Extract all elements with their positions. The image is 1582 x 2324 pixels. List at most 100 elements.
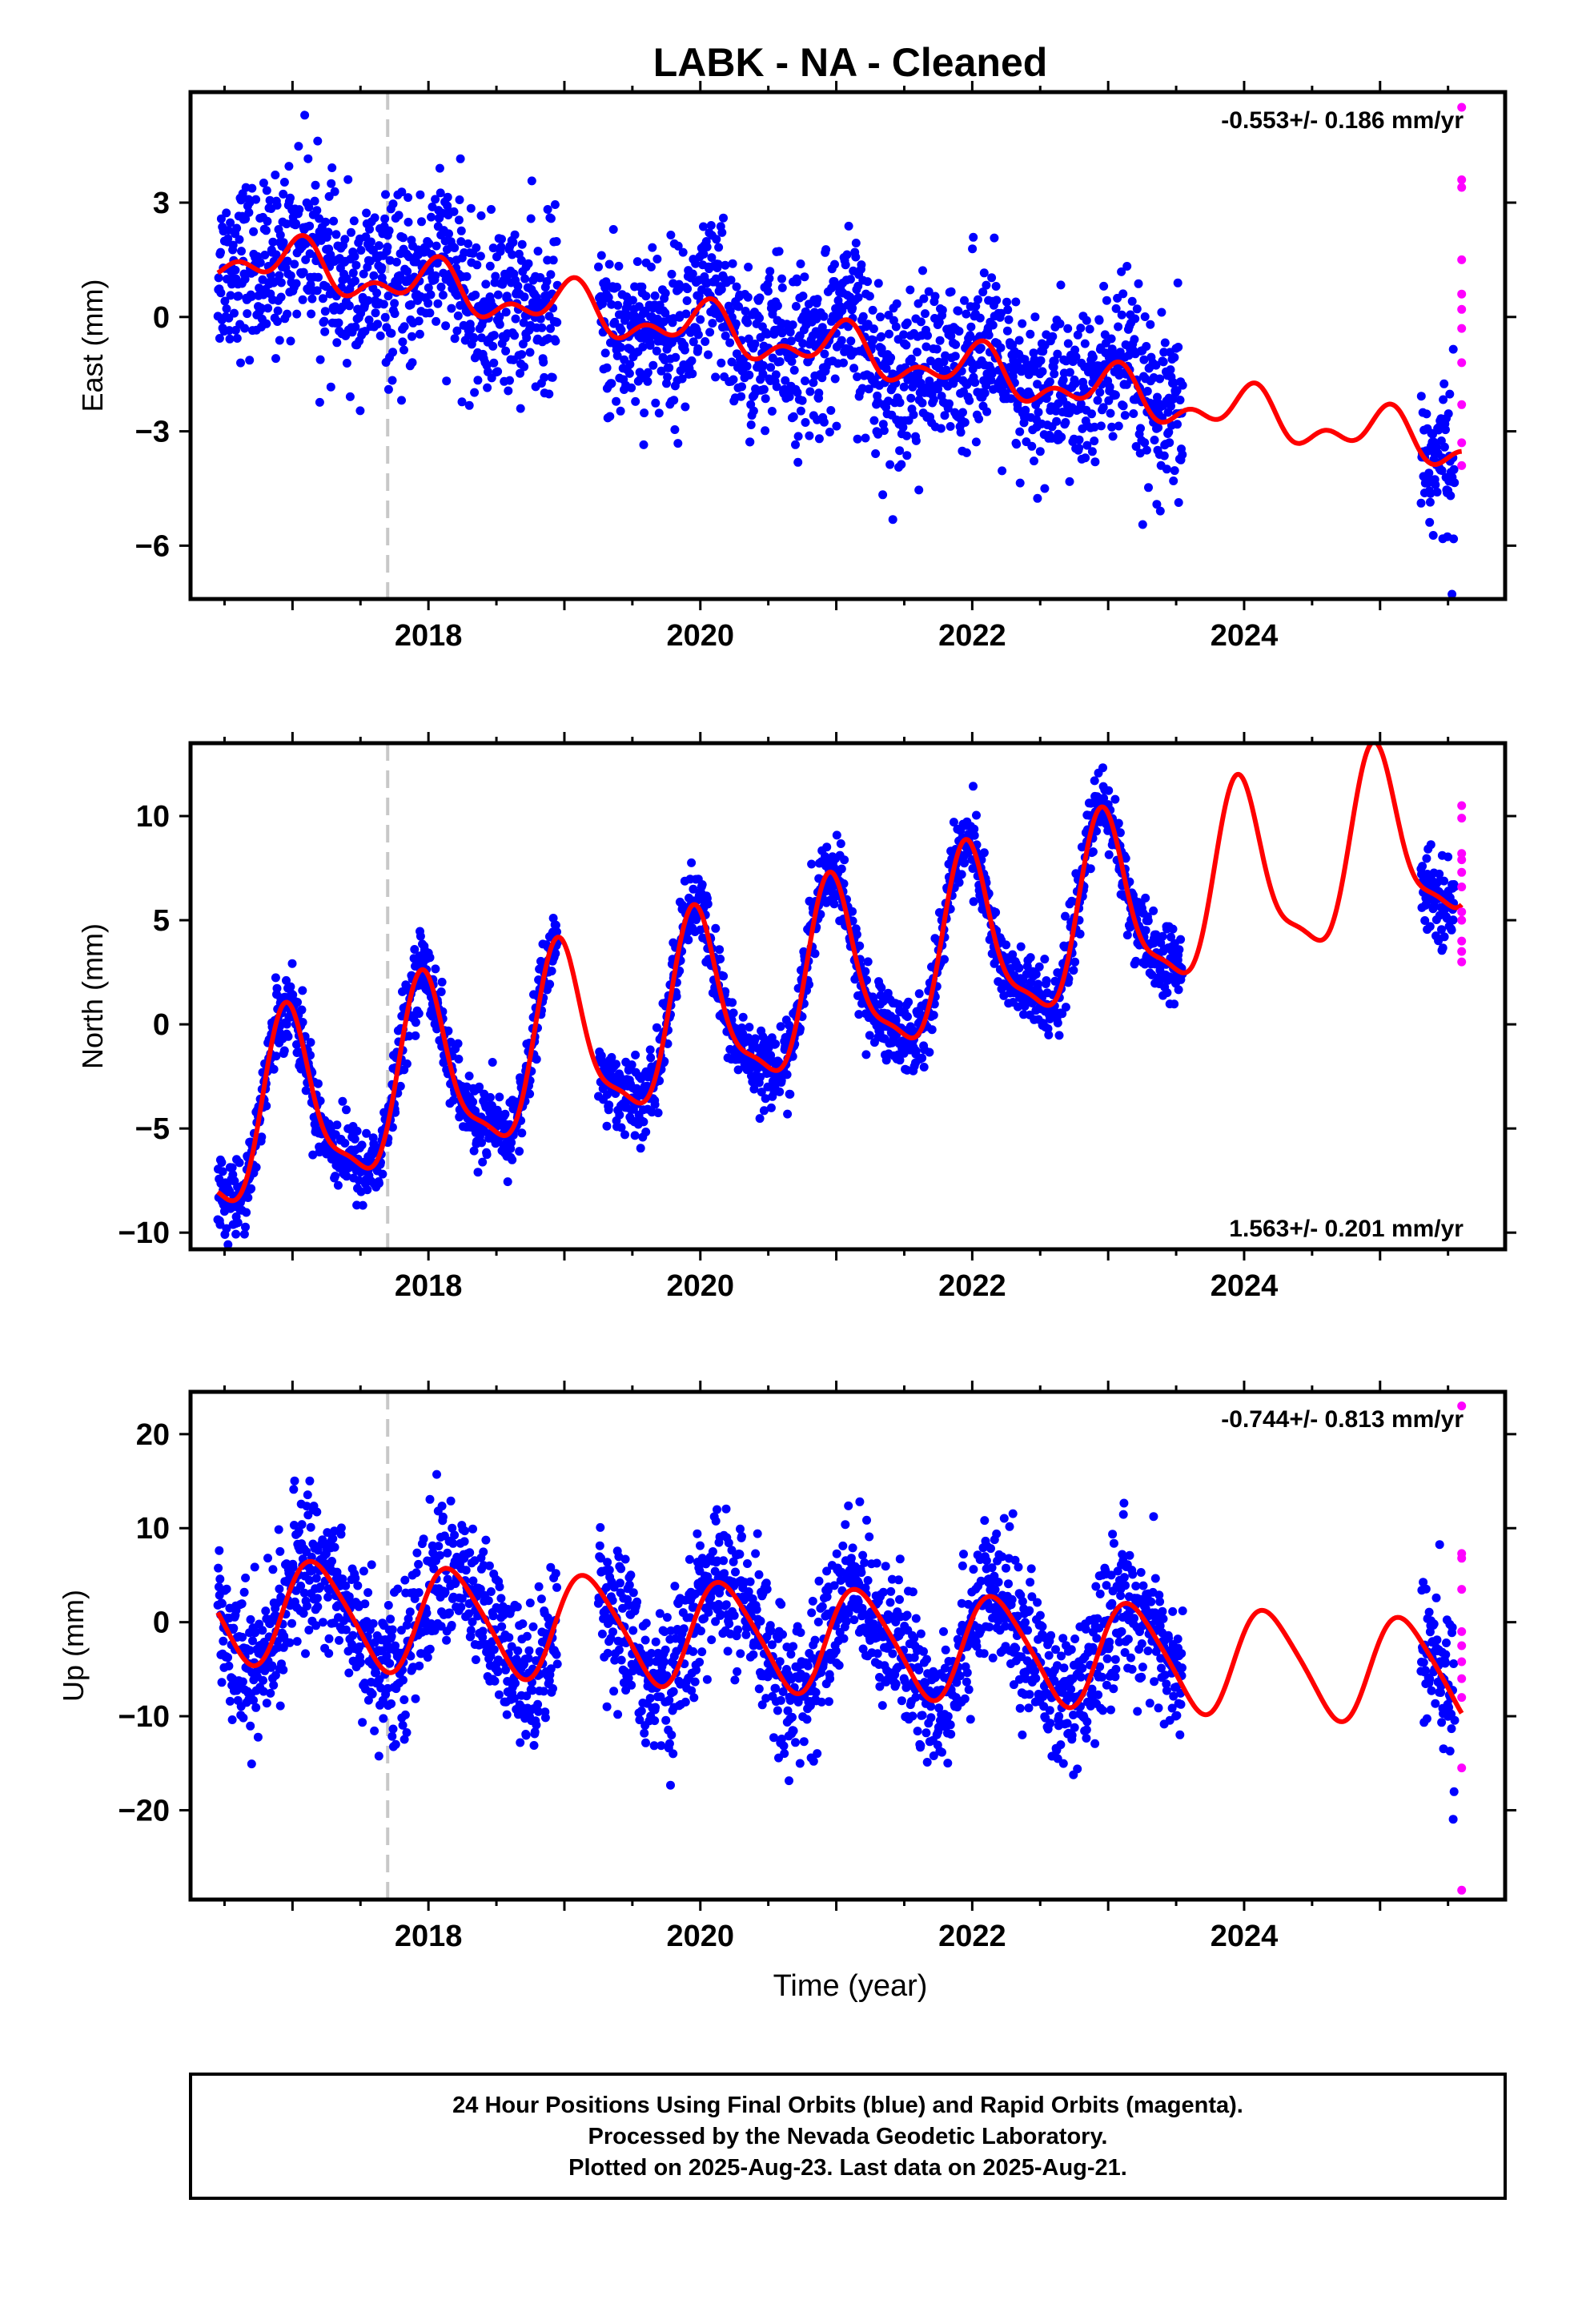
final-orbit-point (552, 318, 562, 327)
final-orbit-point (773, 301, 782, 311)
rapid-orbit-point (1457, 936, 1467, 946)
final-orbit-point (1426, 489, 1435, 498)
final-orbit-point (1173, 420, 1182, 429)
final-orbit-point (240, 275, 250, 284)
final-orbit-point (298, 295, 307, 304)
final-orbit-point (404, 1614, 413, 1623)
final-orbit-point (456, 154, 465, 163)
final-orbit-point (725, 306, 735, 316)
final-orbit-point (1120, 411, 1130, 420)
final-orbit-point (391, 1739, 400, 1749)
final-orbit-point (231, 1229, 241, 1239)
final-orbit-point (482, 1150, 492, 1160)
final-orbit-point (765, 267, 775, 276)
final-orbit-point (1151, 360, 1161, 370)
final-orbit-point (663, 372, 673, 382)
final-orbit-point (1162, 464, 1171, 474)
final-orbit-point (367, 1560, 376, 1570)
final-orbit-point (817, 373, 827, 383)
final-orbit-point (312, 206, 322, 215)
final-orbit-point (1063, 324, 1073, 333)
final-orbit-point (793, 432, 803, 441)
final-orbit-point (1004, 315, 1014, 324)
final-orbit-point (477, 333, 486, 343)
final-orbit-point (613, 300, 623, 310)
final-orbit-point (687, 858, 697, 867)
final-orbit-point (966, 322, 976, 332)
final-orbit-point (610, 317, 620, 327)
final-orbit-point (527, 176, 536, 186)
final-orbit-point (275, 271, 284, 280)
final-orbit-point (1131, 956, 1141, 966)
final-orbit-point (1154, 423, 1163, 432)
final-orbit-point (334, 318, 343, 328)
final-orbit-point (537, 323, 547, 332)
final-orbit-point (786, 336, 796, 346)
final-orbit-point (431, 195, 440, 204)
final-orbit-point (504, 386, 513, 396)
final-orbit-point (877, 983, 886, 992)
final-orbit-point (299, 267, 308, 277)
final-orbit-point (335, 1635, 343, 1645)
final-orbit-point (851, 252, 861, 262)
final-orbit-point (949, 818, 958, 827)
final-orbit-point (472, 243, 481, 252)
final-orbit-point (342, 1172, 351, 1181)
final-orbit-point (853, 281, 863, 291)
final-orbit-point (414, 1009, 424, 1019)
final-orbit-point (650, 1100, 660, 1109)
final-orbit-point (1445, 389, 1455, 399)
final-orbit-point (962, 448, 971, 457)
final-orbit-point (972, 810, 981, 820)
final-orbit-point (742, 361, 752, 371)
final-orbit-point (693, 330, 703, 340)
final-orbit-point (787, 356, 797, 366)
final-orbit-point (272, 983, 282, 993)
final-orbit-point (404, 1031, 414, 1041)
final-orbit-point (877, 332, 886, 341)
final-orbit-point (640, 408, 649, 418)
final-orbit-point (402, 1059, 412, 1068)
final-orbit-point (682, 296, 692, 305)
final-orbit-point (495, 1092, 504, 1102)
final-orbit-point (861, 433, 870, 443)
final-orbit-point (1158, 357, 1168, 367)
final-orbit-point (477, 1138, 486, 1148)
final-orbit-point (857, 384, 867, 393)
final-orbit-point (719, 971, 729, 981)
final-orbit-point (616, 343, 625, 352)
final-orbit-point (239, 1713, 248, 1723)
final-orbit-point (996, 343, 1006, 352)
final-orbit-point (450, 334, 460, 344)
final-orbit-point (783, 1109, 793, 1119)
final-orbit-point (814, 434, 824, 444)
final-orbit-point (1050, 356, 1059, 366)
final-orbit-point (385, 1659, 395, 1668)
final-orbit-point (1040, 484, 1050, 493)
final-orbit-point (283, 256, 292, 266)
final-orbit-point (424, 239, 434, 248)
final-orbit-point (272, 200, 282, 210)
final-orbit-point (1175, 396, 1185, 404)
final-orbit-point (396, 271, 404, 280)
final-orbit-point (1114, 818, 1123, 828)
final-orbit-point (315, 355, 325, 364)
final-orbit-point (348, 1630, 358, 1640)
final-orbit-point (408, 332, 416, 341)
final-orbit-point (287, 1618, 296, 1628)
final-orbit-point (612, 283, 622, 292)
final-orbit-point (1056, 280, 1066, 290)
final-orbit-point (314, 272, 323, 282)
final-orbit-point (1115, 828, 1125, 838)
final-orbit-point (215, 334, 224, 343)
final-orbit-point (466, 203, 476, 213)
final-orbit-point (243, 309, 252, 319)
final-orbit-point (362, 1128, 371, 1138)
final-orbit-point (245, 1646, 255, 1655)
final-orbit-point (275, 231, 285, 239)
final-orbit-point (759, 1106, 769, 1116)
final-orbit-point (980, 388, 990, 398)
x-tick-label: 2018 (395, 619, 463, 653)
final-orbit-point (746, 420, 756, 429)
x-tick-label: 2024 (1211, 619, 1279, 653)
